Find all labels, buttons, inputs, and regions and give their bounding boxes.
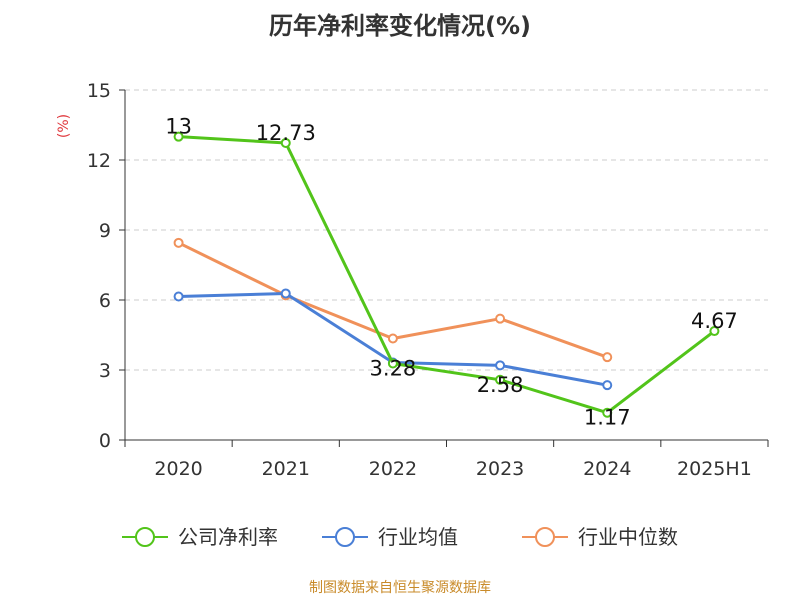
x-tick-label: 2024: [583, 458, 631, 480]
legend-item-2[interactable]: 行业中位数: [522, 525, 678, 549]
y-axis-unit-label: (%): [56, 114, 72, 138]
series-group: [173, 131, 720, 418]
data-point: [173, 131, 184, 142]
data-point: [173, 291, 184, 302]
legend-marker: [535, 527, 555, 547]
y-tick-label: 3: [99, 360, 111, 382]
data-point: [280, 288, 291, 299]
legend-item-0[interactable]: 公司净利率: [122, 525, 278, 549]
data-point: [495, 360, 506, 371]
x-tick-label: 2020: [154, 458, 202, 480]
data-point: [495, 374, 506, 385]
source-note: 制图数据来自恒生聚源数据库: [309, 580, 491, 596]
legend-marker: [135, 527, 155, 547]
data-label: 13: [165, 115, 192, 139]
data-point: [602, 380, 613, 391]
data-label: 3.28: [370, 356, 417, 380]
axes: [119, 89, 769, 447]
x-tick-label: 2022: [369, 458, 417, 480]
x-tick-label: 2025H1: [677, 458, 752, 480]
data-point: [709, 326, 720, 337]
y-tick-label: 6: [99, 290, 111, 312]
x-tick-label: 2023: [476, 458, 524, 480]
legend-label: 公司净利率: [178, 525, 278, 549]
x-tick-label: 2021: [262, 458, 310, 480]
legend-label: 行业中位数: [578, 525, 678, 549]
legend-item-1[interactable]: 行业均值: [322, 525, 458, 549]
data-point: [495, 313, 506, 324]
data-point: [280, 137, 291, 148]
legend-label: 行业均值: [378, 525, 458, 549]
data-label: 2.58: [477, 373, 524, 397]
legend-marker: [335, 527, 355, 547]
data-point: [387, 358, 398, 369]
tick-labels: 0 3 6 9 12 15 (%) 2020 2021 2022 2023 2024 2025H1: [56, 80, 752, 480]
y-tick-label: 0: [99, 430, 111, 452]
data-point: [387, 333, 398, 344]
y-tick-label: 12: [87, 150, 111, 172]
data-label: 4.67: [691, 309, 738, 333]
data-label: 12.73: [256, 121, 316, 145]
chart-title: 历年净利率变化情况(%): [269, 12, 531, 40]
legend[interactable]: 公司净利率 行业均值 行业中位数: [122, 525, 678, 549]
data-point: [602, 407, 613, 418]
series-line-0: [178, 135, 716, 415]
data-label: 1.17: [584, 406, 631, 430]
data-labels: 13 12.73 3.28 2.58 1.17 4.67: [165, 115, 738, 430]
data-point: [173, 237, 184, 248]
y-tick-label: 9: [99, 220, 111, 242]
y-tick-label: 15: [87, 80, 111, 102]
data-point: [602, 352, 613, 363]
